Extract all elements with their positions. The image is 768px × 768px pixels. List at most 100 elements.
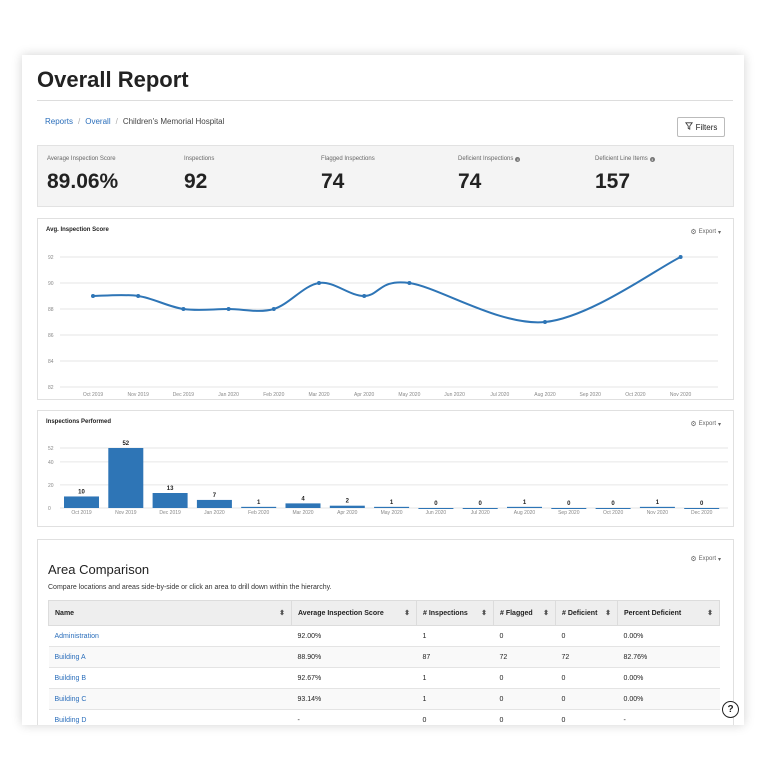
area-link[interactable]: Building C [54,695,87,703]
filters-button[interactable]: Filters [677,117,725,137]
area-link[interactable]: Building B [54,674,87,682]
data-label: 13 [167,486,174,492]
y-tick-label: 86 [48,333,54,339]
table-row[interactable]: Administration 92.00% 1 0 0 0.00% [48,625,720,647]
table-cell: 0 [493,709,556,725]
area-comparison-panel: ⚙ Export ▾ Area Comparison Compare locat… [37,539,734,725]
x-tick-label: Sep 2020 [558,510,580,516]
data-point [226,307,231,311]
area-comparison-table: Name ⬍ Average Inspection Score ⬍ # Inspec… [48,600,720,725]
table-cell: 72 [493,646,556,668]
data-label: 0 [700,501,704,507]
kpi-value: 89.06% [47,170,119,193]
x-tick-label: May 2020 [398,392,420,398]
bar [639,506,675,508]
info-icon[interactable]: i [649,156,655,162]
sort-icon: ⬍ [707,610,713,617]
table-cell: Building D [48,709,292,725]
bar [462,508,498,509]
chart-title: Avg. Inspection Score [46,227,109,233]
data-label: 7 [213,493,217,499]
area-link[interactable]: Building A [54,653,86,661]
x-tick-label: Oct 2019 [71,510,92,516]
table-cell: 92.67% [291,667,417,689]
gear-icon: ⚙ [690,229,697,236]
column-header-avg-score[interactable]: Average Inspection Score ⬍ [291,600,417,626]
export-menu[interactable]: ⚙ Export ▾ [690,228,721,236]
table-cell: 93.14% [291,688,417,710]
bar [241,506,277,508]
column-header-percent-deficient[interactable]: Percent Deficient ⬍ [617,600,720,626]
bar [196,499,232,508]
x-tick-label: Nov 2019 [127,392,149,398]
report-window: Overall Report Reports / Overall / Children'… [22,55,744,725]
y-tick-label: 20 [48,483,54,489]
data-point [362,294,367,298]
x-tick-label: Oct 2019 [83,392,104,398]
sort-icon: ⬍ [543,610,549,617]
column-header-flagged[interactable]: # Flagged ⬍ [493,600,556,626]
help-button[interactable]: ? [722,701,739,718]
breadcrumb-overall-link[interactable]: Overall [85,117,111,126]
export-label: Export [698,556,716,562]
kpi-value: 74 [321,170,345,193]
breadcrumb: Reports / Overall / Children's Memorial Hosp… [45,117,224,126]
table-cell: 87 [416,646,494,668]
info-icon[interactable]: i [515,156,521,162]
x-tick-label: Feb 2020 [263,392,284,398]
column-header-deficient[interactable]: # Deficient ⬍ [555,600,618,626]
x-tick-label: Jun 2020 [444,392,465,398]
table-cell: 0 [493,667,556,689]
breadcrumb-reports-link[interactable]: Reports [45,117,74,126]
data-point [407,281,412,285]
area-link[interactable]: Administration [54,632,99,640]
sort-icon: ⬍ [481,610,487,617]
bar [64,496,99,508]
x-tick-label: Jul 2020 [490,392,509,398]
table-row[interactable]: Building C 93.14% 1 0 0 0.00% [48,688,720,710]
data-label: 0 [567,501,571,507]
table-cell: 0 [416,709,494,725]
kpi-label: Inspections [184,156,215,162]
table-cell: 1 [416,688,494,710]
table-cell: 0.00% [617,625,720,647]
x-tick-label: Nov 2020 [670,392,692,398]
inspections-chart-panel: Inspections Performed ⚙ Export ▾ 0 20 40 52… [37,410,734,527]
data-label: 2 [346,499,350,505]
bar [551,508,587,509]
export-menu[interactable]: ⚙ Export ▾ [690,420,721,428]
x-tick-label: Jan 2020 [204,510,225,516]
table-row[interactable]: Building A 88.90% 87 72 72 82.76% [48,646,720,668]
data-label: 1 [390,500,394,506]
y-tick-label: 84 [48,359,54,365]
area-link[interactable]: Building D [54,716,87,724]
table-cell: Building A [48,646,292,668]
gear-icon: ⚙ [690,556,697,563]
x-tick-label: Jan 2020 [218,392,239,398]
x-tick-label: Dec 2019 [159,510,181,516]
kpi-label: Deficient Line Items i [595,156,655,162]
export-label: Export [698,421,716,427]
data-point [317,281,321,285]
table-cell: 0.00% [617,667,720,689]
data-label: 0 [434,501,438,507]
data-point [271,307,276,311]
table-cell: 0 [555,709,618,725]
kpi-label: Deficient Inspections i [458,156,521,162]
export-menu[interactable]: ⚙ Export ▾ [690,555,721,563]
caret-down-icon: ▾ [717,229,721,236]
breadcrumb-separator: / [78,117,81,126]
data-point [678,255,683,259]
column-header-name[interactable]: Name ⬍ [48,600,292,626]
data-point [91,294,95,298]
area-comparison-subtitle: Compare locations and areas side-by-side… [48,584,332,591]
x-tick-label: Aug 2020 [534,392,556,398]
column-header-inspections[interactable]: # Inspections ⬍ [416,600,494,626]
table-cell: 92.00% [291,625,417,647]
gear-icon: ⚙ [690,421,697,428]
table-row[interactable]: Building B 92.67% 1 0 0 0.00% [48,667,720,689]
avg-score-chart-panel: Avg. Inspection Score ⚙ Export ▾ 82 84 86 8… [37,218,734,400]
x-tick-label: Jun 2020 [426,510,447,516]
